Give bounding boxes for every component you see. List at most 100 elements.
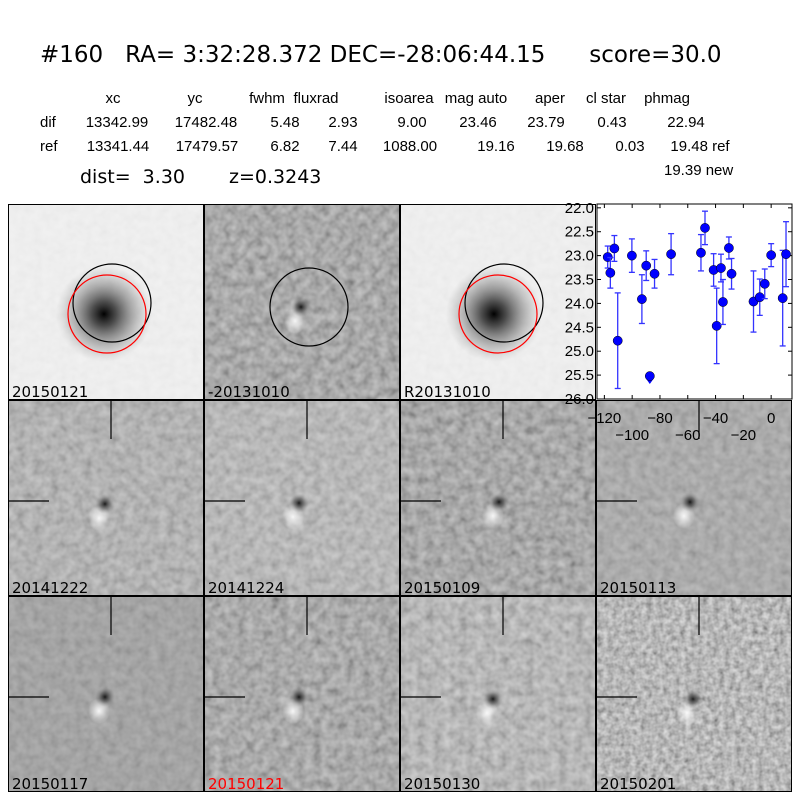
- redshift-value: z=0.3243: [229, 166, 322, 188]
- row-label-dif: dif: [40, 114, 56, 131]
- cell: 19.68: [546, 138, 584, 155]
- residual-dark: [95, 494, 115, 514]
- x-tick-label: −60: [675, 427, 700, 444]
- panel-date-label: 20150201: [600, 775, 677, 792]
- residual-dark: [291, 297, 311, 317]
- x-tick-label: −20: [731, 427, 756, 444]
- residual-dark: [95, 687, 115, 707]
- data-point: [637, 294, 647, 304]
- x-tick-label: −40: [703, 410, 728, 427]
- new-phmag: 19.39 new: [664, 162, 734, 179]
- col-fwhm: fwhm: [249, 90, 285, 107]
- image-cutout: [9, 205, 203, 399]
- cell: 0.43: [597, 114, 627, 131]
- image-panel: 20150113: [596, 400, 792, 596]
- col-cl-star: cl star: [585, 90, 627, 107]
- black-aperture-circle: [72, 263, 152, 343]
- residual-dark: [483, 689, 503, 709]
- light-curve-chart: 22.0 22.5 23.0 23.5 24.0 24.5 25.0 25.5 26.0 −120…: [565, 200, 793, 444]
- data-point: [726, 268, 737, 279]
- col-fluxrad: fluxrad: [293, 90, 339, 107]
- data-point: [781, 249, 791, 260]
- plot-area: [597, 204, 792, 399]
- data-point: [711, 321, 722, 331]
- image-panel: 20150109: [400, 400, 596, 596]
- data-point: [627, 250, 637, 261]
- y-tick-label: 22.5: [565, 224, 594, 241]
- data-point: [649, 268, 660, 279]
- image-cutout: [401, 205, 595, 399]
- image-cutout: [205, 401, 399, 595]
- col-xc: xc: [105, 90, 121, 107]
- image-panel: 20141222: [8, 400, 204, 596]
- image-cutout: [597, 401, 791, 595]
- red-aperture-circle: [458, 274, 538, 354]
- cell: 13341.44: [86, 138, 150, 155]
- panel-date-label: R20131010: [404, 383, 491, 400]
- residual-dark: [289, 687, 309, 707]
- data-point: [700, 223, 710, 233]
- panel-date-label: 20150113: [600, 579, 677, 596]
- cell: 6.82: [270, 138, 300, 155]
- panel-date-label: 20150130: [404, 775, 481, 792]
- residual-dark: [680, 492, 700, 512]
- image-panel: 20150121: [204, 596, 400, 792]
- data-point: [609, 243, 620, 254]
- y-tick-label: 26.0: [565, 391, 594, 408]
- cell: 0.03: [615, 138, 645, 155]
- image-cutout: [205, 597, 399, 791]
- y-tick-label: 23.5: [565, 272, 594, 289]
- data-point: [754, 292, 765, 303]
- image-panel: 20150117: [8, 596, 204, 792]
- red-aperture-circle: [67, 274, 147, 354]
- residual-dark: [289, 493, 309, 513]
- cell: 19.16: [477, 138, 515, 155]
- plot-frame: [596, 203, 793, 400]
- image-panel: 20150130: [400, 596, 596, 792]
- x-tick-label: 0: [767, 410, 775, 427]
- y-tick-label: 25.5: [565, 367, 594, 384]
- panel-date-label: 20141222: [12, 579, 89, 596]
- upper-limit-point: [644, 371, 655, 381]
- image-cutout: [9, 597, 203, 791]
- data-point: [777, 293, 788, 304]
- image-cutout: [401, 597, 595, 791]
- cell: 17479.57: [175, 138, 239, 155]
- page-title: #160 RA= 3:32:28.372 DEC=-28:06:44.15 sc…: [40, 42, 722, 68]
- col-phmag: phmag: [644, 90, 690, 107]
- black-aperture-circle: [464, 263, 544, 343]
- data-point: [605, 267, 616, 278]
- col-mag-auto: mag auto: [444, 90, 508, 107]
- cell: 7.44: [328, 138, 358, 155]
- panel-date-label: 20150117: [12, 775, 89, 792]
- cell: 13342.99: [85, 114, 149, 131]
- cell: 2.93: [328, 114, 358, 131]
- y-tick-label: 24.5: [565, 319, 594, 336]
- data-point: [612, 335, 623, 346]
- source-blob: [56, 266, 152, 362]
- cell: 19.48 ref: [670, 138, 730, 155]
- col-aper: aper: [534, 90, 566, 107]
- image-cutout: [597, 597, 791, 791]
- cell: 17482.48: [174, 114, 238, 131]
- image-panel: 20150121: [8, 204, 204, 400]
- residual-dark: [489, 492, 509, 512]
- y-tick-label: 22.0: [565, 200, 594, 217]
- cell: 23.46: [459, 114, 497, 131]
- image-panel: R20131010: [400, 204, 596, 400]
- image-cutout: [401, 401, 595, 595]
- data-point: [766, 250, 777, 260]
- black-aperture-circle: [269, 267, 349, 347]
- panel-date-label: 20141224: [208, 579, 285, 596]
- data-point: [696, 247, 706, 258]
- cell: 1088.00: [382, 138, 438, 155]
- data-point: [666, 249, 676, 260]
- row-label-ref: ref: [40, 138, 58, 155]
- panel-date-label: -20131010: [208, 383, 290, 400]
- cell: 9.00: [397, 114, 427, 131]
- residual-dark: [683, 689, 703, 709]
- y-tick-label: 24.0: [565, 295, 594, 312]
- data-point: [641, 260, 652, 271]
- y-tick-label: 23.0: [565, 248, 594, 265]
- panel-date-label: 20150109: [404, 579, 481, 596]
